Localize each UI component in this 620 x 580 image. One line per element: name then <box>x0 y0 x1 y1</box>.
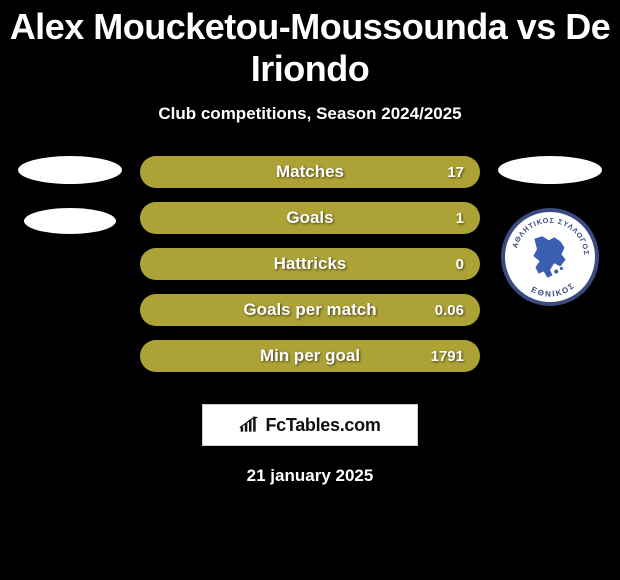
stat-value: 0.06 <box>435 302 464 319</box>
page-title: Alex Moucketou-Moussounda vs De Iriondo <box>0 0 620 90</box>
stat-label: Min per goal <box>140 346 480 366</box>
stat-value: 1 <box>456 210 464 227</box>
club-logo: ΑΘΛΗΤΙΚΟΣ ΣΥΛΛΟΓΟΣ ΑΧΝΑΣ ΕΘΝΙΚΟΣ <box>501 208 599 306</box>
stat-value: 1791 <box>431 348 464 365</box>
svg-text:ΑΘΛΗΤΙΚΟΣ ΣΥΛΛΟΓΟΣ ΑΧΝΑΣ: ΑΘΛΗΤΙΚΟΣ ΣΥΛΛΟΓΟΣ ΑΧΝΑΣ <box>505 212 591 256</box>
bar-chart-icon <box>239 416 259 434</box>
stat-bar-matches: Matches 17 <box>140 156 480 188</box>
page-subtitle: Club competitions, Season 2024/2025 <box>0 104 620 124</box>
logo-ring-text-icon: ΑΘΛΗΤΙΚΟΣ ΣΥΛΛΟΓΟΣ ΑΧΝΑΣ ΕΘΝΙΚΟΣ <box>505 212 595 302</box>
player-left-badge-1 <box>18 156 122 184</box>
player-left-badge-2 <box>24 208 116 234</box>
comparison-row: Matches 17 Goals 1 Hattricks 0 Goals per… <box>0 156 620 372</box>
left-player-col <box>10 156 130 234</box>
stat-label: Goals <box>140 208 480 228</box>
stat-value: 17 <box>447 164 464 181</box>
stat-bar-goals: Goals 1 <box>140 202 480 234</box>
stat-label: Hattricks <box>140 254 480 274</box>
stat-bar-hattricks: Hattricks 0 <box>140 248 480 280</box>
brand-text: FcTables.com <box>265 415 380 436</box>
comparison-date: 21 january 2025 <box>0 466 620 486</box>
svg-text:ΕΘΝΙΚΟΣ: ΕΘΝΙΚΟΣ <box>530 281 577 299</box>
right-player-col: ΑΘΛΗΤΙΚΟΣ ΣΥΛΛΟΓΟΣ ΑΧΝΑΣ ΕΘΝΙΚΟΣ <box>490 156 610 306</box>
stat-bar-mpg: Min per goal 1791 <box>140 340 480 372</box>
brand-watermark[interactable]: FcTables.com <box>202 404 418 446</box>
player-right-badge <box>498 156 602 184</box>
stats-bars: Matches 17 Goals 1 Hattricks 0 Goals per… <box>140 156 480 372</box>
stat-label: Goals per match <box>140 300 480 320</box>
stat-value: 0 <box>456 256 464 273</box>
stat-bar-gpm: Goals per match 0.06 <box>140 294 480 326</box>
stat-label: Matches <box>140 162 480 182</box>
